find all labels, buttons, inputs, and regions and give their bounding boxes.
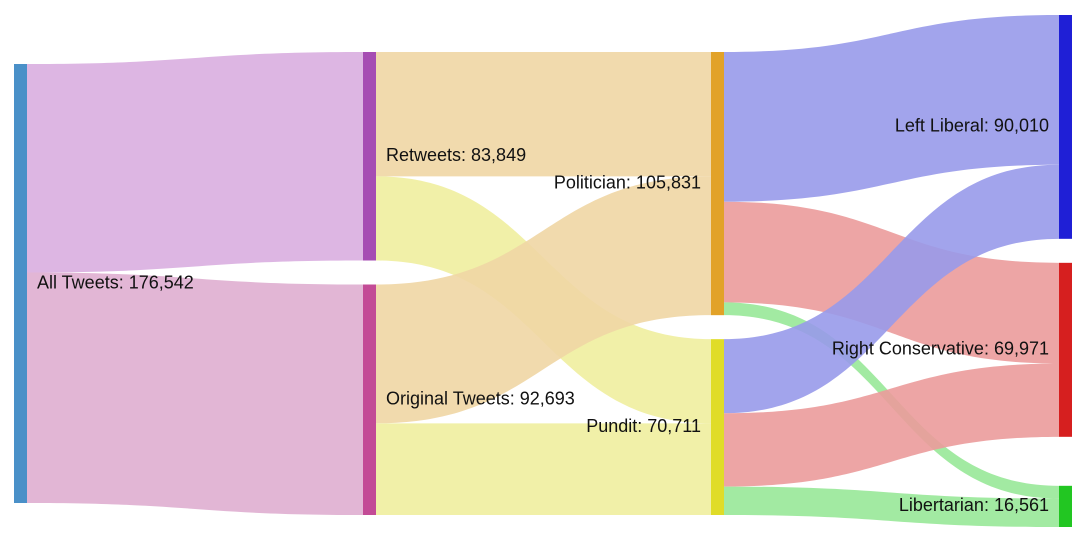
link-original-to-pundit[interactable] xyxy=(376,423,711,515)
link-all-to-retweets[interactable] xyxy=(27,52,363,273)
node-right[interactable] xyxy=(1059,262,1072,437)
links-layer xyxy=(27,15,1059,527)
node-retweets[interactable] xyxy=(363,52,376,261)
nodes-layer xyxy=(14,15,1072,527)
node-politician[interactable] xyxy=(711,52,724,316)
labels-layer: All Tweets: 176,542 Retweets: 83,849 Origi… xyxy=(37,116,1049,515)
node-label-left: Left Liberal: 90,010 xyxy=(895,116,1049,136)
node-label-libertarian: Libertarian: 16,561 xyxy=(899,495,1049,515)
link-pundit-to-left[interactable] xyxy=(724,164,1059,414)
node-original[interactable] xyxy=(363,284,376,515)
link-retweets-to-politician[interactable] xyxy=(376,52,711,177)
node-label-retweets: Retweets: 83,849 xyxy=(386,145,526,165)
link-pundit-to-libertarian[interactable] xyxy=(724,486,1059,527)
node-libertarian[interactable] xyxy=(1059,485,1072,527)
link-politician-to-left[interactable] xyxy=(724,15,1059,202)
link-all-to-original[interactable] xyxy=(27,272,363,515)
link-original-to-politician[interactable] xyxy=(376,176,711,424)
node-label-all: All Tweets: 176,542 xyxy=(37,272,194,292)
node-all[interactable] xyxy=(14,64,27,503)
node-pundit[interactable] xyxy=(711,339,724,515)
node-label-pundit: Pundit: 70,711 xyxy=(586,416,701,436)
node-label-original: Original Tweets: 92,693 xyxy=(386,389,575,409)
node-left[interactable] xyxy=(1059,15,1072,239)
link-pundit-to-right[interactable] xyxy=(724,363,1059,487)
node-label-right: Right Conservative: 69,971 xyxy=(832,339,1049,359)
node-label-politician: Politician: 105,831 xyxy=(554,172,701,192)
